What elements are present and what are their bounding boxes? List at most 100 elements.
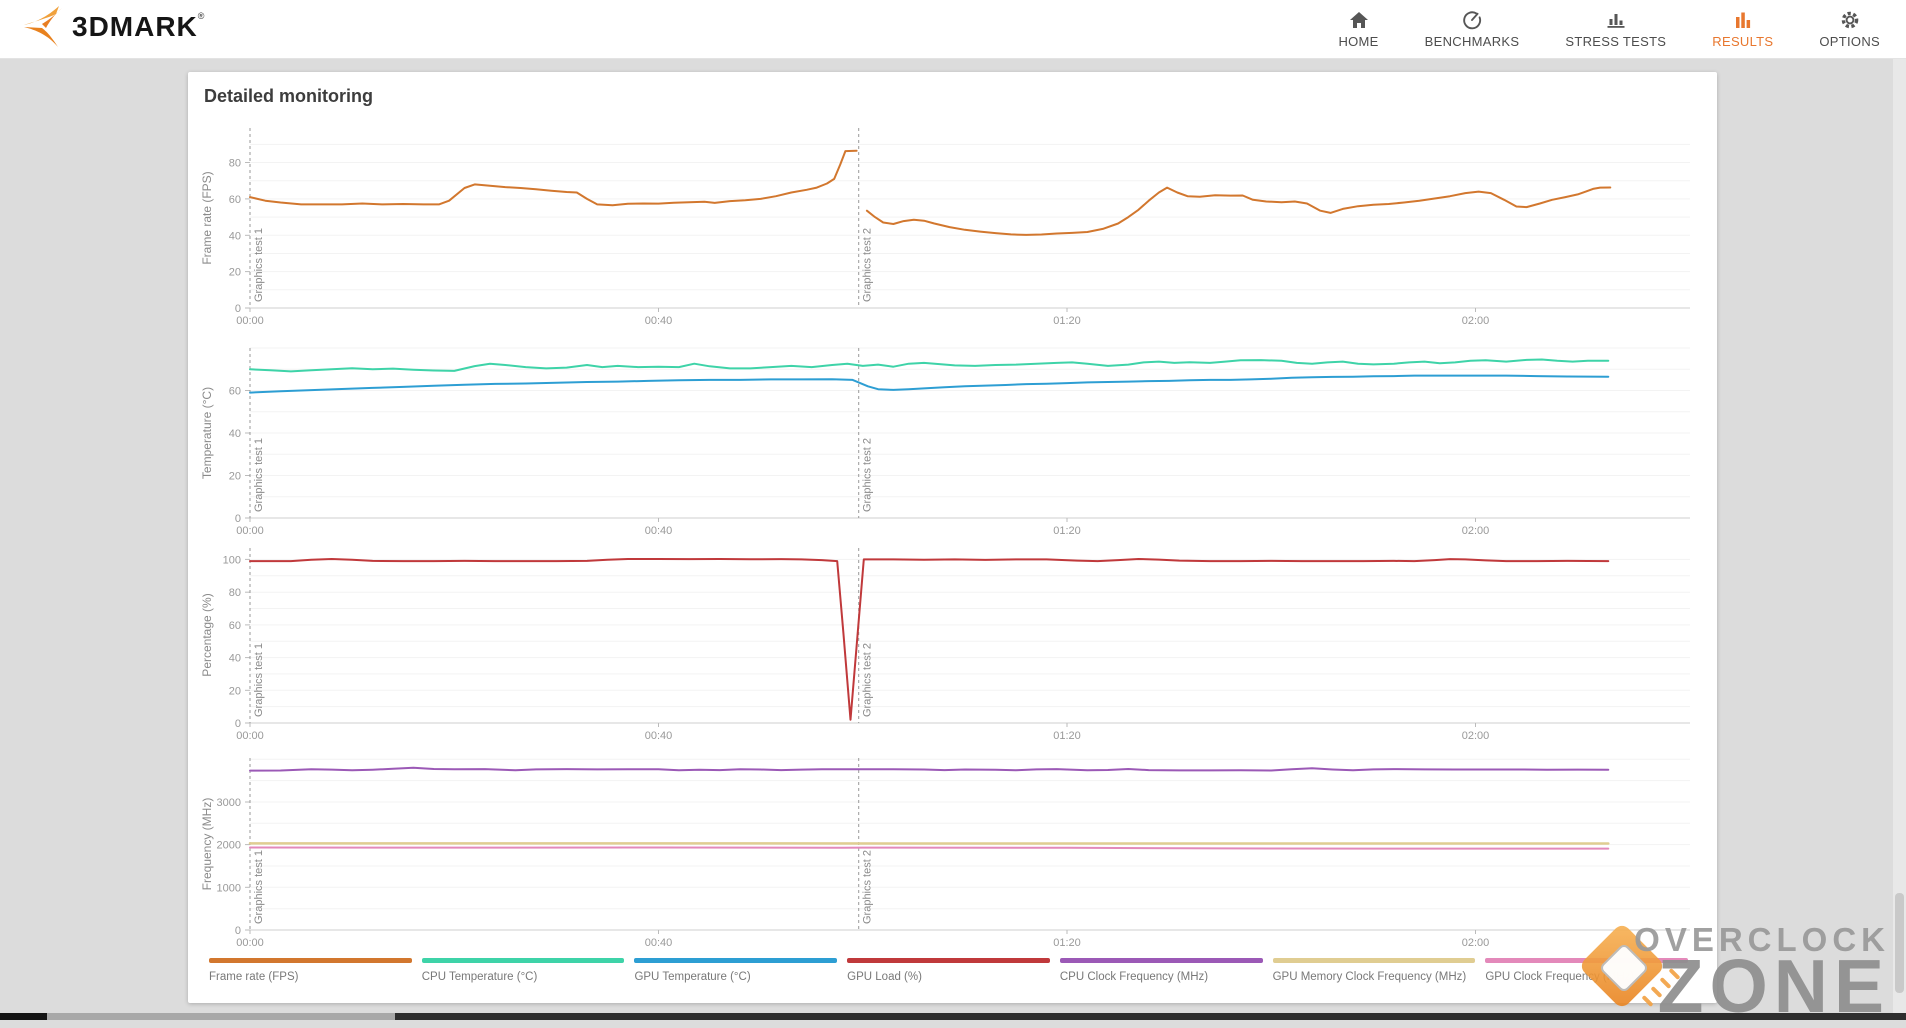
y-tick-label: 60 [229, 194, 241, 206]
legend-swatch [1273, 958, 1476, 963]
x-tick-label: 01:20 [1053, 525, 1081, 537]
nav-label: OPTIONS [1819, 34, 1880, 49]
test-marker-label: Graphics test 2 [862, 438, 874, 512]
nav-label: HOME [1338, 34, 1378, 49]
y-tick-label: 0 [235, 513, 241, 525]
x-tick-label: 00:40 [645, 730, 673, 742]
legend-swatch [209, 958, 412, 963]
logo-registered-mark: ® [198, 11, 205, 21]
y-tick-label: 40 [229, 230, 241, 242]
gpu-load-chart: 0 20 40 60 80 100 00:00 00:40 01:20 02:00 Graphics… [188, 548, 1717, 747]
series-gpu-clock [250, 848, 1608, 849]
bars-icon [1732, 9, 1754, 31]
test-marker-label: Graphics test 2 [862, 643, 874, 717]
legend-item[interactable]: GPU Temperature (°C) [634, 958, 837, 983]
test-marker-label: Graphics test 1 [253, 850, 265, 924]
legend-swatch [634, 958, 837, 963]
y-tick-label: 80 [229, 587, 241, 599]
x-tick-label: 00:40 [645, 315, 673, 327]
test-marker-label: Graphics test 1 [253, 438, 265, 512]
legend-swatch [847, 958, 1050, 963]
y-tick-label: 0 [235, 925, 241, 937]
vertical-scrollbar[interactable] [1893, 58, 1906, 1013]
y-tick-label: 3000 [217, 797, 241, 809]
temperature-chart: 0 20 40 60 00:00 00:40 01:20 02:00 Graphics test… [188, 348, 1717, 542]
x-tick-label: 01:20 [1053, 937, 1081, 949]
bars-podium-icon [1605, 9, 1627, 31]
legend-label: GPU Temperature (°C) [634, 971, 837, 983]
legend-label: GPU Memory Clock Frequency (MHz) [1273, 971, 1476, 983]
page-title: Detailed monitoring [204, 86, 373, 107]
y-tick-label: 0 [235, 303, 241, 315]
y-tick-label: 60 [229, 620, 241, 632]
x-tick-label: 02:00 [1462, 525, 1490, 537]
legend-item[interactable]: CPU Clock Frequency (MHz) [1060, 958, 1263, 983]
watermark-line2: ZONE [1634, 956, 1890, 1018]
nav-item-benchmarks[interactable]: BENCHMARKS [1425, 9, 1520, 49]
legend-label: GPU Load (%) [847, 971, 1050, 983]
x-tick-label: 01:20 [1053, 315, 1081, 327]
y-tick-label: 20 [229, 471, 241, 483]
legend-label: Frame rate (FPS) [209, 971, 412, 983]
y-tick-label: 20 [229, 267, 241, 279]
series-frame-rate [867, 188, 1610, 235]
test-marker-label: Graphics test 2 [862, 228, 874, 302]
y-tick-label: 100 [223, 554, 241, 566]
x-tick-label: 02:00 [1462, 315, 1490, 327]
test-marker-label: Graphics test 2 [862, 850, 874, 924]
series-frame-rate [250, 151, 857, 206]
legend-swatch [422, 958, 625, 963]
horizontal-scrollbar-thumb[interactable] [47, 1013, 395, 1020]
x-tick-label: 00:00 [236, 937, 264, 949]
x-tick-label: 00:00 [236, 730, 264, 742]
legend-item[interactable]: GPU Load (%) [847, 958, 1050, 983]
vertical-scrollbar-thumb[interactable] [1895, 893, 1904, 993]
legend-swatch [1060, 958, 1263, 963]
y-tick-label: 80 [229, 158, 241, 170]
legend-item[interactable]: Frame rate (FPS) [209, 958, 412, 983]
legend-label: CPU Temperature (°C) [422, 971, 625, 983]
series-cpu-clock [250, 768, 1608, 771]
x-tick-label: 00:40 [645, 937, 673, 949]
test-marker-label: Graphics test 1 [253, 228, 265, 302]
top-nav-bar: 3DMARK ® HOME BENCHMARKS [0, 0, 1906, 59]
nav-item-options[interactable]: OPTIONS [1819, 9, 1880, 49]
series-gpu-load [250, 559, 1608, 720]
nav-label: STRESS TESTS [1565, 34, 1666, 49]
nav-label: RESULTS [1712, 34, 1773, 49]
nav-item-stress-tests[interactable]: STRESS TESTS [1565, 9, 1666, 49]
legend-label: CPU Clock Frequency (MHz) [1060, 971, 1263, 983]
frame-rate-chart: 0 20 40 60 80 00:00 00:40 01:20 02:00 Graphics te… [188, 128, 1717, 332]
test-marker-label: Graphics test 1 [253, 643, 265, 717]
x-tick-label: 00:40 [645, 525, 673, 537]
x-tick-label: 00:00 [236, 525, 264, 537]
home-icon [1348, 9, 1370, 31]
gear-icon [1839, 9, 1861, 31]
y-tick-label: 2000 [217, 840, 241, 852]
overclockzone-watermark: OVERCLOCK ZONE [1634, 923, 1890, 1018]
logo-text: 3DMARK [72, 5, 198, 49]
nav-item-home[interactable]: HOME [1338, 9, 1378, 49]
x-tick-label: 02:00 [1462, 730, 1490, 742]
logo-swoosh-icon [20, 5, 66, 54]
nav-label: BENCHMARKS [1425, 34, 1520, 49]
y-tick-label: 20 [229, 685, 241, 697]
y-tick-label: 0 [235, 718, 241, 730]
detailed-monitoring-card: Detailed monitoring Frame rate (FPS) Tem… [188, 72, 1717, 1003]
nav-items: HOME BENCHMARKS STRESS TESTS [1292, 9, 1906, 49]
nav-item-results[interactable]: RESULTS [1712, 9, 1773, 49]
x-tick-label: 01:20 [1053, 730, 1081, 742]
frequency-chart: 0 1000 2000 3000 00:00 00:40 01:20 02:00 Graphic… [188, 758, 1717, 954]
legend-item[interactable]: GPU Memory Clock Frequency (MHz) [1273, 958, 1476, 983]
app-logo: 3DMARK ® [20, 5, 204, 54]
x-tick-label: 02:00 [1462, 937, 1490, 949]
horizontal-scrollbar[interactable] [0, 1013, 1906, 1020]
y-tick-label: 60 [229, 386, 241, 398]
x-tick-label: 00:00 [236, 315, 264, 327]
legend-item[interactable]: CPU Temperature (°C) [422, 958, 625, 983]
gauge-icon [1461, 9, 1483, 31]
legend: Frame rate (FPS) CPU Temperature (°C) GPU … [209, 958, 1688, 983]
y-tick-label: 40 [229, 653, 241, 665]
y-tick-label: 1000 [217, 882, 241, 894]
y-tick-label: 40 [229, 428, 241, 440]
